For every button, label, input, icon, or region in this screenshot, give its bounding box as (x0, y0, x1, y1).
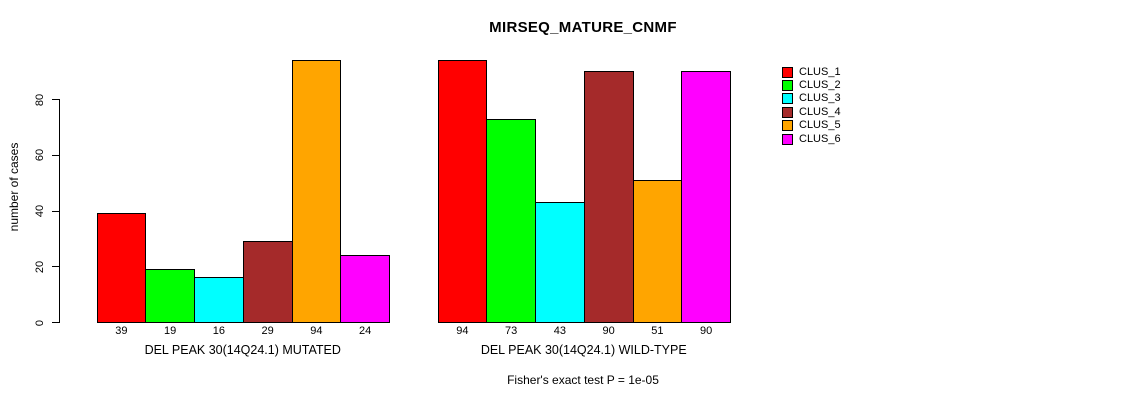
legend-label: CLUS_1 (799, 65, 841, 78)
y-tick-label: 40 (34, 204, 46, 218)
bar-value-label: 16 (212, 325, 225, 337)
bar (535, 202, 585, 323)
y-tick-label: 60 (34, 149, 46, 162)
y-axis-tick (52, 266, 59, 268)
bar (291, 59, 342, 323)
legend-swatch (782, 66, 793, 78)
bar (632, 179, 683, 323)
y-axis-tick (52, 99, 59, 100)
group-label: DEL PEAK 30(14Q24.1) MUTATED (144, 343, 341, 357)
legend-label: CLUS_3 (799, 92, 841, 105)
caption-fishers-test: Fisher's exact test P = 1e-05 (507, 373, 659, 387)
y-axis-label: number of cases (7, 142, 21, 232)
bar-value-label: 24 (359, 325, 372, 337)
y-tick-label: 80 (34, 93, 46, 106)
y-tick-label: 20 (34, 260, 46, 273)
legend-swatch (782, 133, 793, 145)
legend-label: CLUS_4 (799, 105, 841, 118)
y-axis-tick (52, 210, 59, 212)
legend-item: CLUS_6 (782, 133, 841, 146)
bar (486, 118, 536, 323)
legend-label: CLUS_6 (799, 132, 841, 145)
y-axis-tick (52, 322, 59, 323)
y-axis-tick (52, 154, 59, 156)
bar-value-label: 94 (456, 325, 469, 337)
bar-value-label: 73 (505, 325, 518, 337)
bar (583, 71, 634, 323)
legend-item: CLUS_2 (782, 79, 841, 92)
bar (340, 255, 390, 323)
bar-value-label: 94 (310, 325, 323, 337)
legend-label: CLUS_5 (799, 119, 841, 132)
bar-value-label: 19 (164, 325, 177, 337)
legend-swatch (782, 93, 793, 105)
legend-item: CLUS_3 (782, 92, 841, 105)
legend-label: CLUS_2 (799, 78, 841, 91)
bar (681, 71, 731, 323)
bar (194, 277, 244, 323)
bar-value-label: 90 (700, 325, 713, 337)
bar (242, 241, 293, 323)
bar (145, 269, 195, 323)
legend-swatch (782, 79, 793, 91)
bar (437, 59, 488, 323)
bar-value-label: 43 (553, 325, 566, 337)
bar-value-label: 90 (602, 325, 615, 337)
group-label: DEL PEAK 30(14Q24.1) WILD-TYPE (480, 343, 687, 357)
legend-item: CLUS_1 (782, 66, 841, 79)
bar-value-label: 29 (261, 325, 274, 337)
y-tick-label: 0 (34, 319, 46, 326)
chart-title: MIRSEQ_MATURE_CNMF (489, 19, 677, 36)
bar-value-label: 39 (115, 325, 128, 337)
bar (96, 213, 147, 323)
legend-item: CLUS_5 (782, 119, 841, 132)
y-axis-line (59, 99, 60, 323)
legend-swatch (782, 120, 793, 132)
legend-swatch (782, 106, 793, 118)
legend-item: CLUS_4 (782, 106, 841, 119)
bar-value-label: 51 (651, 325, 664, 337)
